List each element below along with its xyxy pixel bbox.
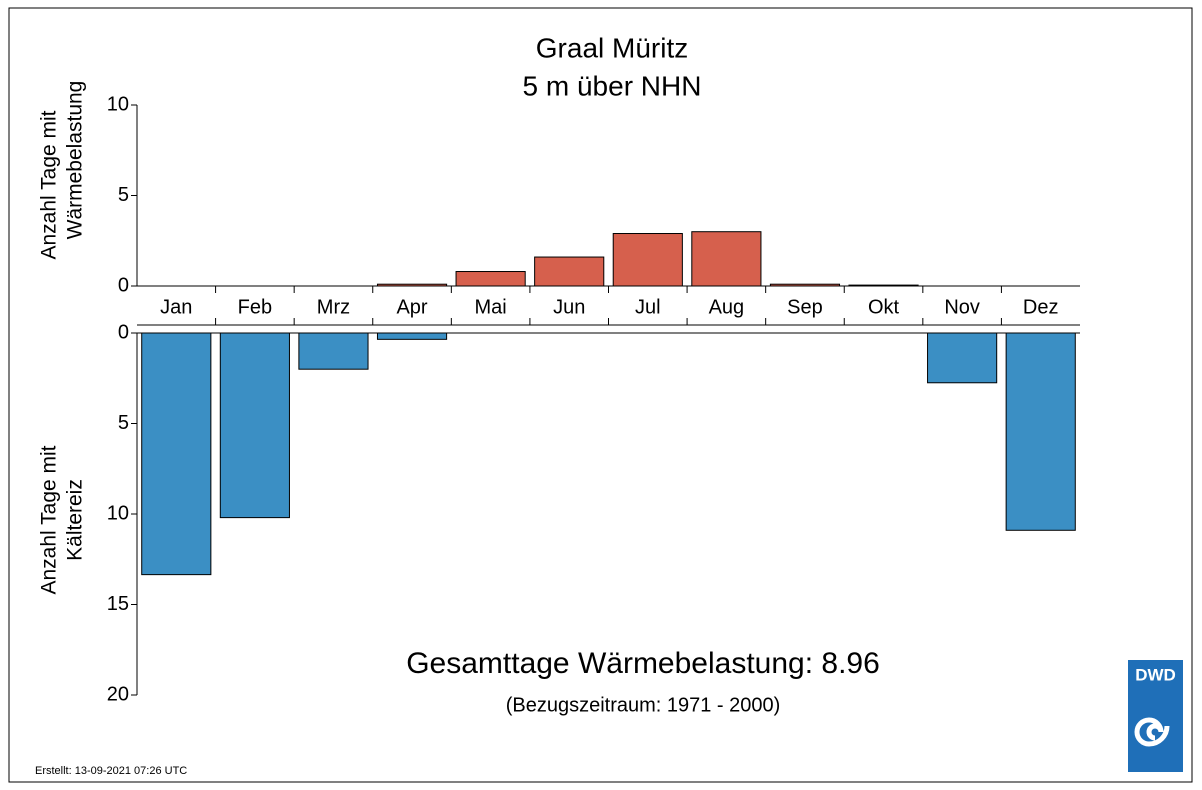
bar <box>1005 332 1076 531</box>
logo-box <box>1128 660 1183 772</box>
bar <box>927 332 998 384</box>
y-label: Anzahl Tage mit <box>38 110 61 259</box>
bar <box>376 283 448 287</box>
y-tick-label: 5 <box>118 412 129 434</box>
x-tick-label: Jan <box>160 296 192 318</box>
x-tick-label: Apr <box>396 296 427 318</box>
bar <box>691 231 762 287</box>
x-tick-label: Okt <box>868 296 900 318</box>
x-tick-label: Mai <box>475 296 507 318</box>
y-label: Wärmebelastung <box>64 81 87 240</box>
x-tick-label: Jun <box>553 296 585 318</box>
x-tick-label: Dez <box>1023 296 1059 318</box>
y-tick-label: 15 <box>107 593 129 615</box>
x-tick-label: Aug <box>709 296 745 318</box>
y-tick-label: 10 <box>107 502 129 524</box>
bar <box>219 332 290 519</box>
bar <box>769 283 841 287</box>
bar <box>141 332 212 576</box>
y-label: Kältereiz <box>64 479 87 561</box>
y-tick-label: 0 <box>118 274 129 296</box>
logo: DWD <box>1128 660 1183 772</box>
x-tick-label: Feb <box>238 296 272 318</box>
bar <box>455 271 526 287</box>
bar <box>298 332 369 370</box>
x-tick-label: Mrz <box>317 296 350 318</box>
y-tick-label: 5 <box>118 184 129 206</box>
x-tick-label: Jul <box>635 296 661 318</box>
bar <box>376 332 448 340</box>
x-tick-label: Nov <box>944 296 980 318</box>
y-tick-label: 0 <box>118 321 129 343</box>
bar <box>534 256 605 287</box>
note: (Bezugszeitraum: 1971 - 2000) <box>506 694 781 716</box>
annotation: Gesamttage Wärmebelastung: 8.96 <box>406 647 880 680</box>
logo-text: DWD <box>1135 665 1176 684</box>
chart-subtitle: 5 m über NHN <box>523 70 702 101</box>
logo-swirl <box>1134 717 1170 747</box>
bar <box>848 284 919 287</box>
bar <box>612 233 683 287</box>
chart-title: Graal Müritz <box>536 32 688 63</box>
footer: Erstellt: 13-09-2021 07:26 UTC <box>35 765 187 777</box>
y-tick-label: 10 <box>107 93 129 115</box>
y-label: Anzahl Tage mit <box>38 445 61 594</box>
x-tick-label: Sep <box>787 296 823 318</box>
y-tick-label: 20 <box>107 683 129 705</box>
